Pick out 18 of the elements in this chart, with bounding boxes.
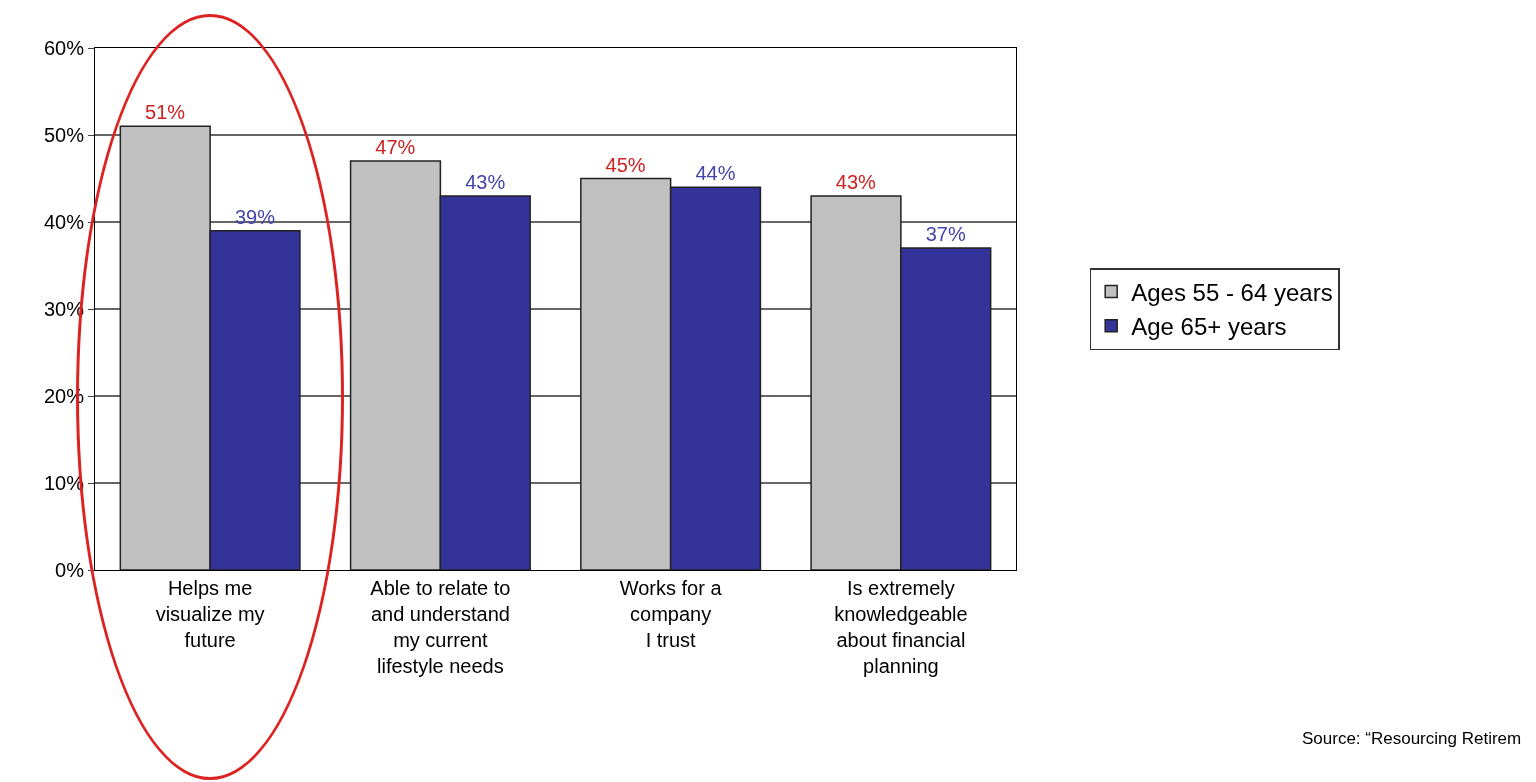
data-label: 47% — [375, 136, 416, 159]
x-tick-label: Works for a company I trust — [619, 577, 723, 651]
y-tick-label: 0% — [55, 559, 85, 581]
data-label: 37% — [925, 223, 966, 246]
x-tick-label: Helps me visualize my future — [155, 577, 265, 651]
data-label: 44% — [695, 162, 736, 185]
y-tick-label: 60% — [43, 37, 85, 59]
x-tick-label: Able to relate to and understand my current lifestyle needs — [370, 577, 511, 677]
data-label: 51% — [145, 101, 186, 124]
y-tick-label: 40% — [43, 211, 85, 233]
source-note: Source: “Resourcing Retirem — [1302, 729, 1522, 748]
legend-label: Ages 55 - 64 years — [1131, 278, 1333, 306]
y-tick-label: 50% — [43, 124, 85, 146]
x-tick-label: Is extremely knowledgeable about financial planning — [834, 577, 968, 677]
legend-label: Age 65+ years — [1131, 313, 1287, 341]
data-label: 43% — [465, 170, 506, 193]
data-label: 45% — [605, 153, 646, 176]
data-label: 43% — [835, 170, 877, 193]
